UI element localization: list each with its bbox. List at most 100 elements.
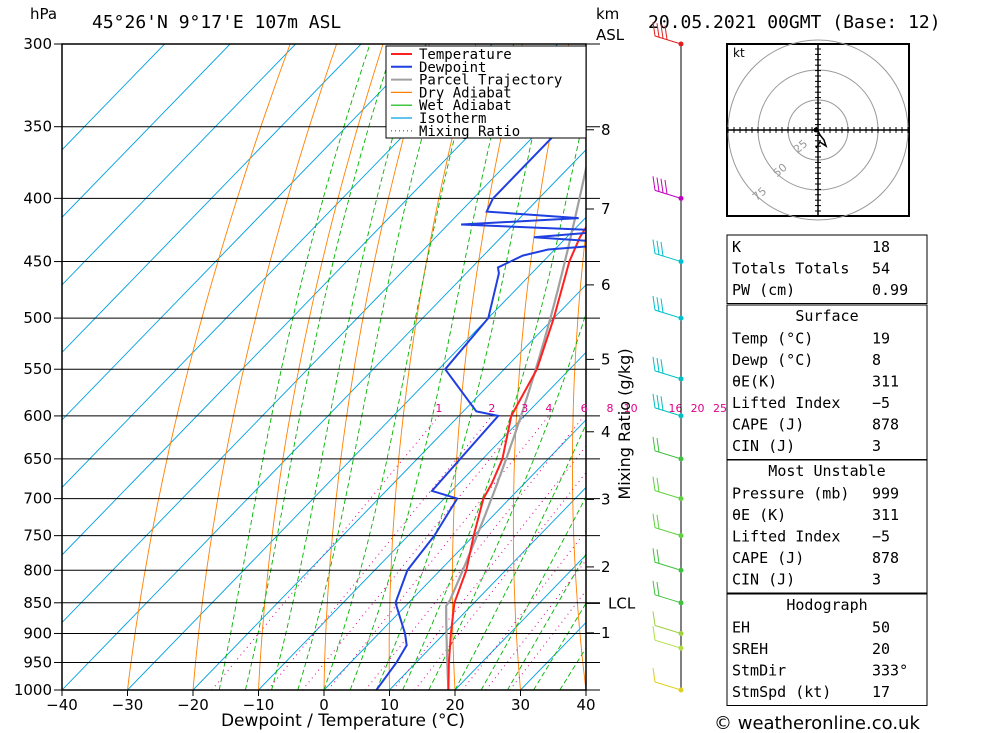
- mixing-ratio-label: 16: [669, 402, 683, 415]
- dry-adiabat-line: [512, 44, 570, 690]
- info-table-box: [726, 593, 928, 706]
- mixing-ratio-label: 1: [435, 402, 442, 415]
- wind-barb-shaft: [654, 561, 682, 571]
- info-table-value: 999: [872, 485, 899, 503]
- hodograph-unit: kt: [733, 46, 745, 60]
- pressure-tick-label: 300: [23, 35, 52, 53]
- temperature-tick-label: 30: [511, 696, 530, 714]
- pressure-tick-label: 700: [23, 490, 52, 508]
- parcel-trajectory-line: [444, 163, 586, 690]
- pressure-tick-label: 750: [23, 527, 52, 545]
- wind-barb-flag: [660, 241, 664, 257]
- wind-barb-flag: [652, 436, 656, 451]
- info-table-value: 0.99: [872, 281, 908, 299]
- wind-barb: [652, 436, 682, 460]
- wind-barb-flag: [652, 296, 656, 311]
- temperature-tick-label: 20: [445, 696, 464, 714]
- temperature-tick-label: −30: [112, 696, 144, 714]
- wind-barb-flag: [656, 477, 660, 492]
- lcl-label: LCL: [608, 594, 636, 612]
- wind-barb-flag: [652, 476, 656, 491]
- wet-adiabat-line: [454, 423, 586, 690]
- isotherm-line: [62, 44, 296, 286]
- wind-barb-flag: [656, 297, 660, 312]
- info-table-value: 3: [872, 571, 881, 589]
- info-tables: K 18 Totals Totals 54 PW (cm) 0.99 Surface Temp…: [726, 234, 928, 706]
- mixing-ratio-label: 4: [545, 402, 552, 415]
- temperature-tick-label: 0: [319, 696, 329, 714]
- legend-box: [385, 45, 587, 139]
- wind-barb: [652, 626, 682, 649]
- isotherm-line: [62, 44, 493, 489]
- copyright: © weatheronline.co.uk: [714, 713, 920, 733]
- wind-barb: [652, 21, 682, 45]
- wind-barb-shaft: [654, 407, 682, 417]
- height-tick-label: 2: [601, 558, 611, 576]
- wind-barb-shaft: [654, 594, 682, 604]
- info-table-label: K: [732, 238, 741, 256]
- height-axis: 8 7 6 5 4 3 2 1 LCL: [586, 121, 636, 642]
- legend-label: Isotherm: [419, 111, 486, 127]
- wind-barb-shaft: [654, 189, 682, 199]
- info-table-value: 878: [872, 549, 899, 567]
- wet-adiabat-line: [480, 496, 586, 690]
- mixing-ratio-line: [392, 445, 586, 690]
- pressure-tick-label: 550: [23, 360, 52, 378]
- legend-label: Temperature: [419, 47, 512, 63]
- pressure-tick-label: 900: [23, 624, 52, 642]
- info-table-value: 3: [872, 437, 881, 455]
- wind-barb-flag: [652, 513, 656, 528]
- info-table-label: CIN (J): [732, 571, 795, 589]
- isotherm-line: [258, 351, 586, 690]
- isotherm-line: [323, 419, 586, 690]
- wind-barb-flag: [656, 581, 660, 597]
- info-table-label: CAPE (J): [732, 549, 804, 567]
- info-table-title: Hodograph: [786, 596, 867, 614]
- pressure-tick-label: 650: [23, 450, 52, 468]
- pressure-unit-label: hPa: [30, 5, 57, 23]
- mixing-ratio-line: [364, 415, 585, 690]
- wind-barb-flag: [652, 239, 656, 254]
- pressure-tick-label: 950: [23, 653, 52, 671]
- wind-barb-flag: [656, 358, 660, 373]
- height-unit-label: km: [596, 5, 619, 23]
- wind-barb: [652, 393, 682, 417]
- wind-barb: [652, 239, 682, 263]
- datetime-title: 20.05.2021 00GMT (Base: 12): [648, 12, 941, 33]
- wind-barb: [652, 356, 682, 380]
- info-table-value: 20: [872, 640, 890, 658]
- info-table-label: θE(K): [732, 373, 777, 391]
- mixing-ratio-axis-title: Mixing Ratio (g/kg): [615, 348, 634, 499]
- height-ref-label: ASL: [596, 26, 625, 44]
- height-tick-label: 4: [601, 423, 611, 441]
- temperature-profile-line: [447, 225, 586, 690]
- mixing-ratio-label: 3: [521, 402, 528, 415]
- wind-barb-flag: [664, 25, 668, 40]
- wind-barb: [652, 176, 682, 199]
- location-title: 45°26'N 9°17'E 107m ASL: [92, 12, 341, 33]
- legend-label: Parcel Trajectory: [419, 73, 562, 89]
- wind-barb-flag: [652, 356, 656, 371]
- isotherm-line: [62, 44, 558, 556]
- wind-barb-flag: [660, 24, 664, 39]
- wind-barb: [652, 296, 682, 319]
- info-table-value: 311: [872, 506, 899, 524]
- wet-adiabat-line: [271, 44, 420, 690]
- wind-profile: [652, 21, 684, 693]
- isotherm-line: [62, 81, 586, 624]
- mixing-ratio-line: [302, 415, 526, 690]
- height-tick-label: 6: [601, 276, 611, 294]
- wind-barb-shaft: [654, 253, 682, 263]
- info-table-value: 878: [872, 416, 899, 434]
- pressure-tick-label: 600: [23, 407, 52, 425]
- dry-adiabat-line: [987, 44, 1000, 690]
- temperature-axis: −40 −30 −20 −10 0 10 20 30 40: [46, 690, 596, 714]
- wind-barb-flag: [652, 667, 656, 683]
- sounding-profiles: [375, 96, 586, 690]
- wind-barb-flag: [652, 548, 656, 563]
- legend-label: Wet Adiabat: [419, 98, 512, 114]
- info-table-label: Totals Totals: [732, 260, 849, 278]
- info-table-title: Surface: [795, 307, 858, 325]
